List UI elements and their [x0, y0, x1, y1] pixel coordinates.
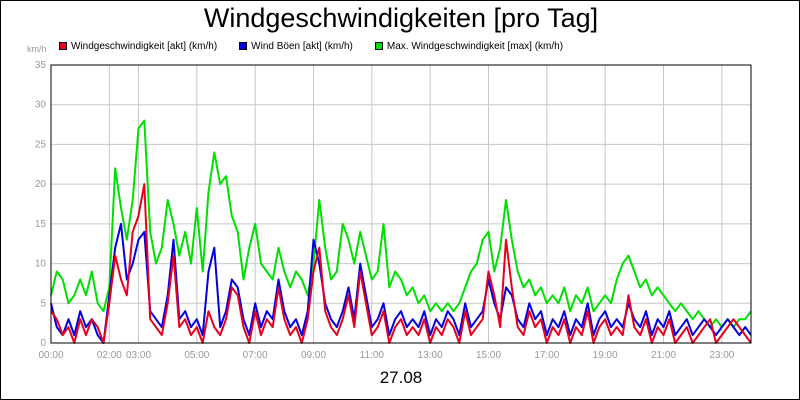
plot-background: [51, 65, 751, 343]
series-line-wind-speed: [50, 183, 752, 344]
legend-swatch-max: [374, 42, 383, 50]
x-tick-label: 17:00: [534, 350, 559, 361]
legend-item-speed: Windgeschwindigkeit [akt] (km/h): [59, 41, 217, 52]
x-tick-label: 00:00: [38, 350, 63, 361]
legend-item-max: Max. Windgeschwindigkeit [max] (km/h): [374, 40, 564, 52]
x-tick-label: 19:00: [593, 350, 618, 361]
x-tick-label: 21:00: [651, 350, 676, 361]
y-tick-label: 10: [35, 259, 47, 270]
y-unit-label: km/h: [27, 44, 47, 54]
y-tick-label: 20: [35, 179, 47, 190]
legend-label-max: Max. Windgeschwindigkeit [max] (km/h): [386, 40, 564, 52]
series-line-max-speed: [50, 119, 752, 329]
y-tick-label: 15: [35, 219, 47, 230]
y-tick-label: 5: [40, 298, 46, 309]
legend-swatch-speed: [59, 42, 67, 50]
x-tick-label: 23:00: [709, 350, 734, 361]
x-tick-label: 13:00: [418, 350, 443, 361]
legend: Windgeschwindigkeit [akt] (km/h) Wind Bö…: [59, 39, 585, 53]
legend-swatch-gusts: [239, 42, 248, 50]
y-tick-label: 35: [35, 60, 47, 71]
x-tick-label: 15:00: [476, 350, 501, 361]
y-tick-label: 30: [35, 100, 47, 111]
legend-label-speed: Windgeschwindigkeit [akt] (km/h): [71, 40, 218, 52]
y-tick-label: 0: [40, 338, 46, 349]
y-tick-label: 25: [35, 139, 47, 150]
plot-border: [50, 64, 752, 344]
x-tick-label: 11:00: [360, 350, 385, 361]
legend-item-gusts: Wind Böen [akt] (km/h): [239, 41, 353, 52]
x-tick-label: 09:00: [301, 350, 326, 361]
chart-title: Windgeschwindigkeiten [pro Tag]: [203, 3, 599, 33]
x-tick-label: 02:00: [97, 350, 122, 361]
date-label: 27.08: [379, 368, 423, 387]
x-tick-label: 05:00: [184, 350, 209, 361]
x-tick-label: 03:00: [126, 350, 151, 361]
x-tick-label: 07:00: [243, 350, 268, 361]
legend-label-gusts: Wind Böen [akt] (km/h): [251, 40, 353, 52]
